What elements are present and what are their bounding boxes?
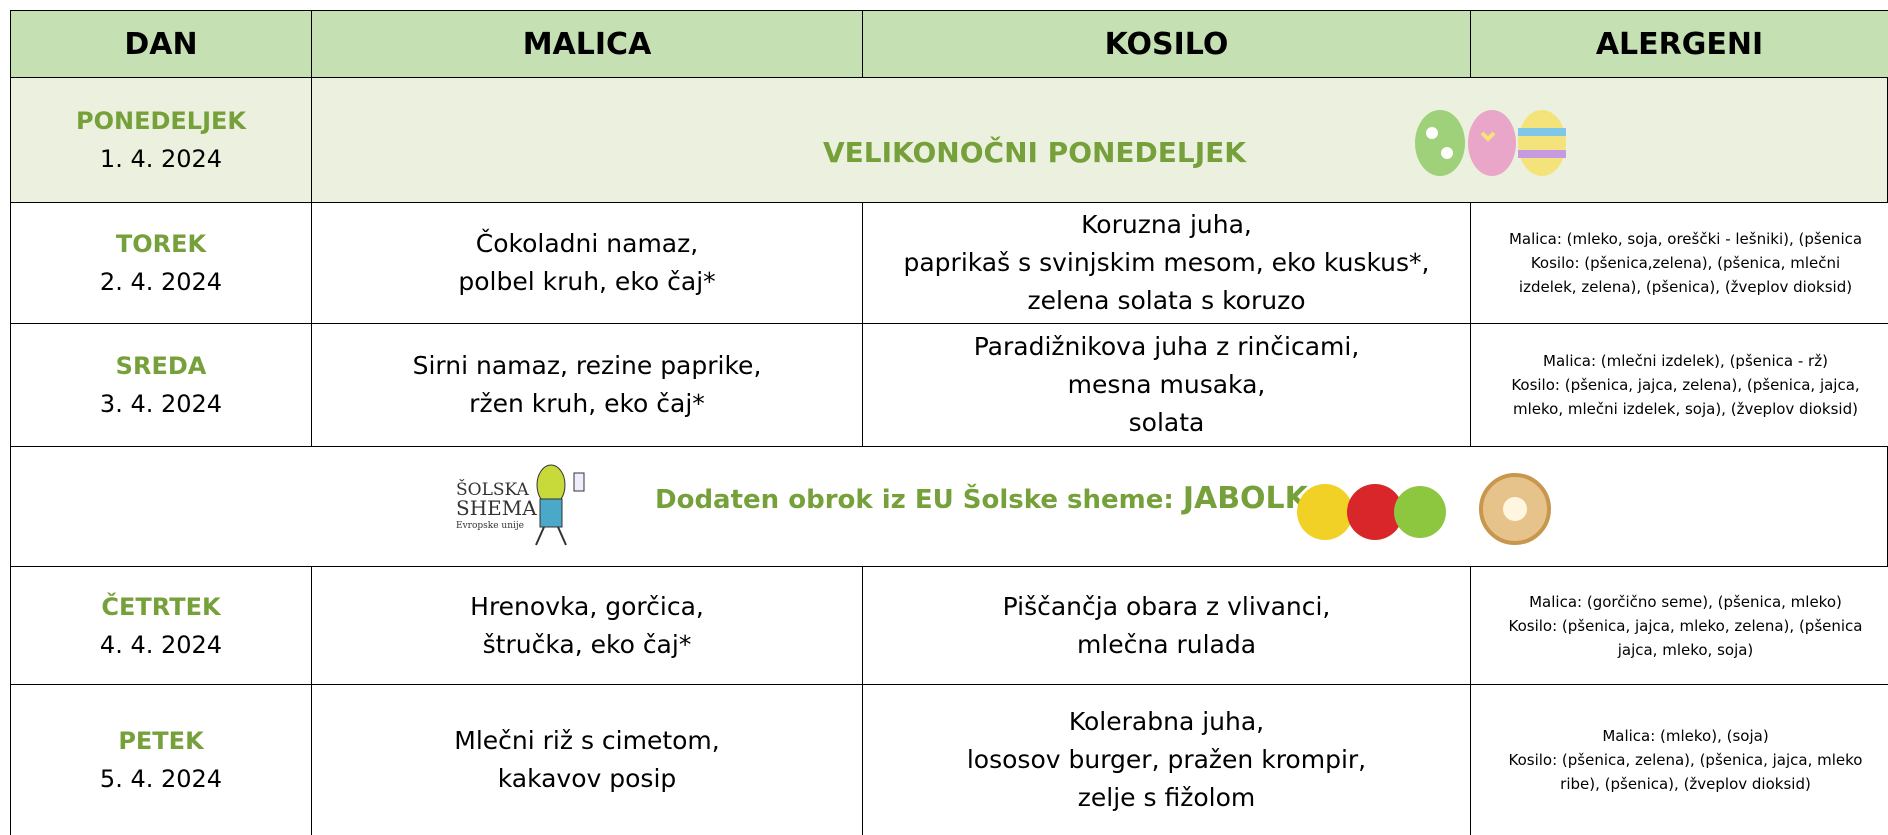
text-line: ribe), (pšenica), (žveplov dioksid) [1560,775,1811,793]
malica-cell: Hrenovka, gorčica, štručka, eko čaj* [311,566,863,685]
header-text: KOSILO [1104,26,1229,62]
text-line: izdelek, zelena), (pšenica), (žveplov di… [1518,278,1853,296]
malica-cell: Sirni namaz, rezine paprike, ržen kruh, e… [311,323,863,447]
header-text: MALICA [522,26,652,62]
day-cell: TOREK 2. 4. 2024 [10,202,312,324]
easter-eggs [1415,110,1566,176]
text-line: Kosilo: (pšenica,zelena), (pšenica, mleč… [1530,254,1841,272]
text-line: Čokoladni namaz, [475,229,699,258]
day-cell: ČETRTEK 4. 4. 2024 [10,566,312,685]
header-text: ALERGENI [1595,26,1764,62]
date: 3. 4. 2024 [99,390,223,418]
date: 1. 4. 2024 [99,145,223,173]
text-line: Koruzna juha, [1081,210,1252,239]
apples [1297,473,1551,545]
header-text: DAN [124,26,198,62]
kosilo-cell: Kolerabna juha, lososov burger, pražen kr… [862,684,1471,835]
text-line: zelje s fižolom [1077,783,1256,812]
day-name: ČETRTEK [101,592,221,621]
text-line: Hrenovka, gorčica, [470,591,704,621]
logo-line: Evropske unije [456,521,524,531]
text-line: Kolerabna juha, [1068,707,1265,736]
header-cell: ALERGENI [1470,10,1888,78]
text-line: Paradižnikova juha z rinčicami, [973,332,1360,361]
alergeni-cell: Malica: (mleko), (soja) Kosilo: (pšenica,… [1470,684,1888,835]
text-line: solata [1128,408,1205,437]
scheme-logo: ŠOLSKA SHEMA Evropske unije [456,455,596,555]
logo-line: SHEMA [456,496,537,520]
scheme-text: Dodaten obrok iz EU Šolske sheme: JABOLK… [655,481,1331,516]
text-line: Malica: (gorčično seme), (pšenica, mleko… [1529,592,1842,611]
day-cell: SREDA 3. 4. 2024 [10,323,312,447]
text-line: Kosilo: (pšenica, jajca, mleko, zelena),… [1508,616,1863,635]
text-line: Malica: (mlečni izdelek), (pšenica - rž) [1543,352,1828,370]
holiday-text: VELIKONOČNI PONEDELJEK [822,135,1247,169]
date: 5. 4. 2024 [99,765,223,793]
logo-text: ŠOLSKA SHEMA Evropske unije [456,481,537,535]
text-line: polbel kruh, eko čaj* [458,267,716,296]
logo-line: ŠOLSKA [456,480,529,500]
text-line: lososov burger, pražen krompir, [966,745,1367,774]
text-line: mesna musaka, [1067,370,1266,399]
text-line: štručka, eko čaj* [482,629,692,659]
day-name: PETEK [118,727,204,755]
text-line: Kosilo: (pšenica, zelena), (pšenica, jaj… [1508,751,1863,769]
alergeni-cell: Malica: (mlečni izdelek), (pšenica - rž)… [1470,323,1888,447]
text-line: Mlečni riž s cimetom, [454,726,720,755]
day-name: SREDA [115,352,207,380]
day-name: PONEDELJEK [75,107,246,135]
text-line: kakavov posip [497,764,677,793]
text-line: mlečna rulada [1076,629,1257,659]
text-line: Malica: (mleko), (soja) [1602,727,1769,745]
scheme-label: Dodaten obrok iz EU Šolske sheme: [655,485,1174,515]
header-cell: MALICA [311,10,863,78]
alergeni-cell: Malica: (mleko, soja, oreščki - lešniki)… [1470,202,1888,324]
text-line: mleko, mlečni izdelek, soja), (žveplov d… [1513,400,1858,418]
holiday-day-cell: PONEDELJEK 1. 4. 2024 [10,77,312,203]
text-line: paprikaš s svinjskim mesom, eko kuskus*, [903,248,1430,277]
scheme-row: ŠOLSKA SHEMA Evropske unije Dodaten obro… [10,446,1888,567]
day-cell: PETEK 5. 4. 2024 [10,684,312,835]
holiday-cell: VELIKONOČNI PONEDELJEK [311,77,1888,203]
text-line: Malica: (mleko, soja, oreščki - lešniki)… [1508,230,1863,248]
malica-cell: Mlečni riž s cimetom, kakavov posip [311,684,863,835]
date: 4. 4. 2024 [99,630,223,659]
header-cell: KOSILO [862,10,1471,78]
text-line: Kosilo: (pšenica, jajca, zelena), (pšeni… [1511,376,1860,394]
text-line: zelena solata s koruzo [1027,286,1306,315]
alergeni-cell: Malica: (gorčično seme), (pšenica, mleko… [1470,566,1888,685]
kosilo-cell: Paradižnikova juha z rinčicami, mesna mus… [862,323,1471,447]
text-line: jajca, mleko, soja) [1617,640,1754,659]
text-line: Piščančja obara z vlivanci, [1002,591,1331,621]
header-cell: DAN [10,10,312,78]
logo-figure [535,464,585,546]
text-line: Sirni namaz, rezine paprike, [412,351,762,380]
text-line: ržen kruh, eko čaj* [469,389,705,418]
kosilo-cell: Piščančja obara z vlivanci, mlečna rulada [862,566,1471,685]
kosilo-cell: Koruzna juha, paprikaš s svinjskim mesom,… [862,202,1471,324]
day-name: TOREK [115,230,207,258]
malica-cell: Čokoladni namaz, polbel kruh, eko čaj* [311,202,863,324]
date: 2. 4. 2024 [99,268,223,296]
